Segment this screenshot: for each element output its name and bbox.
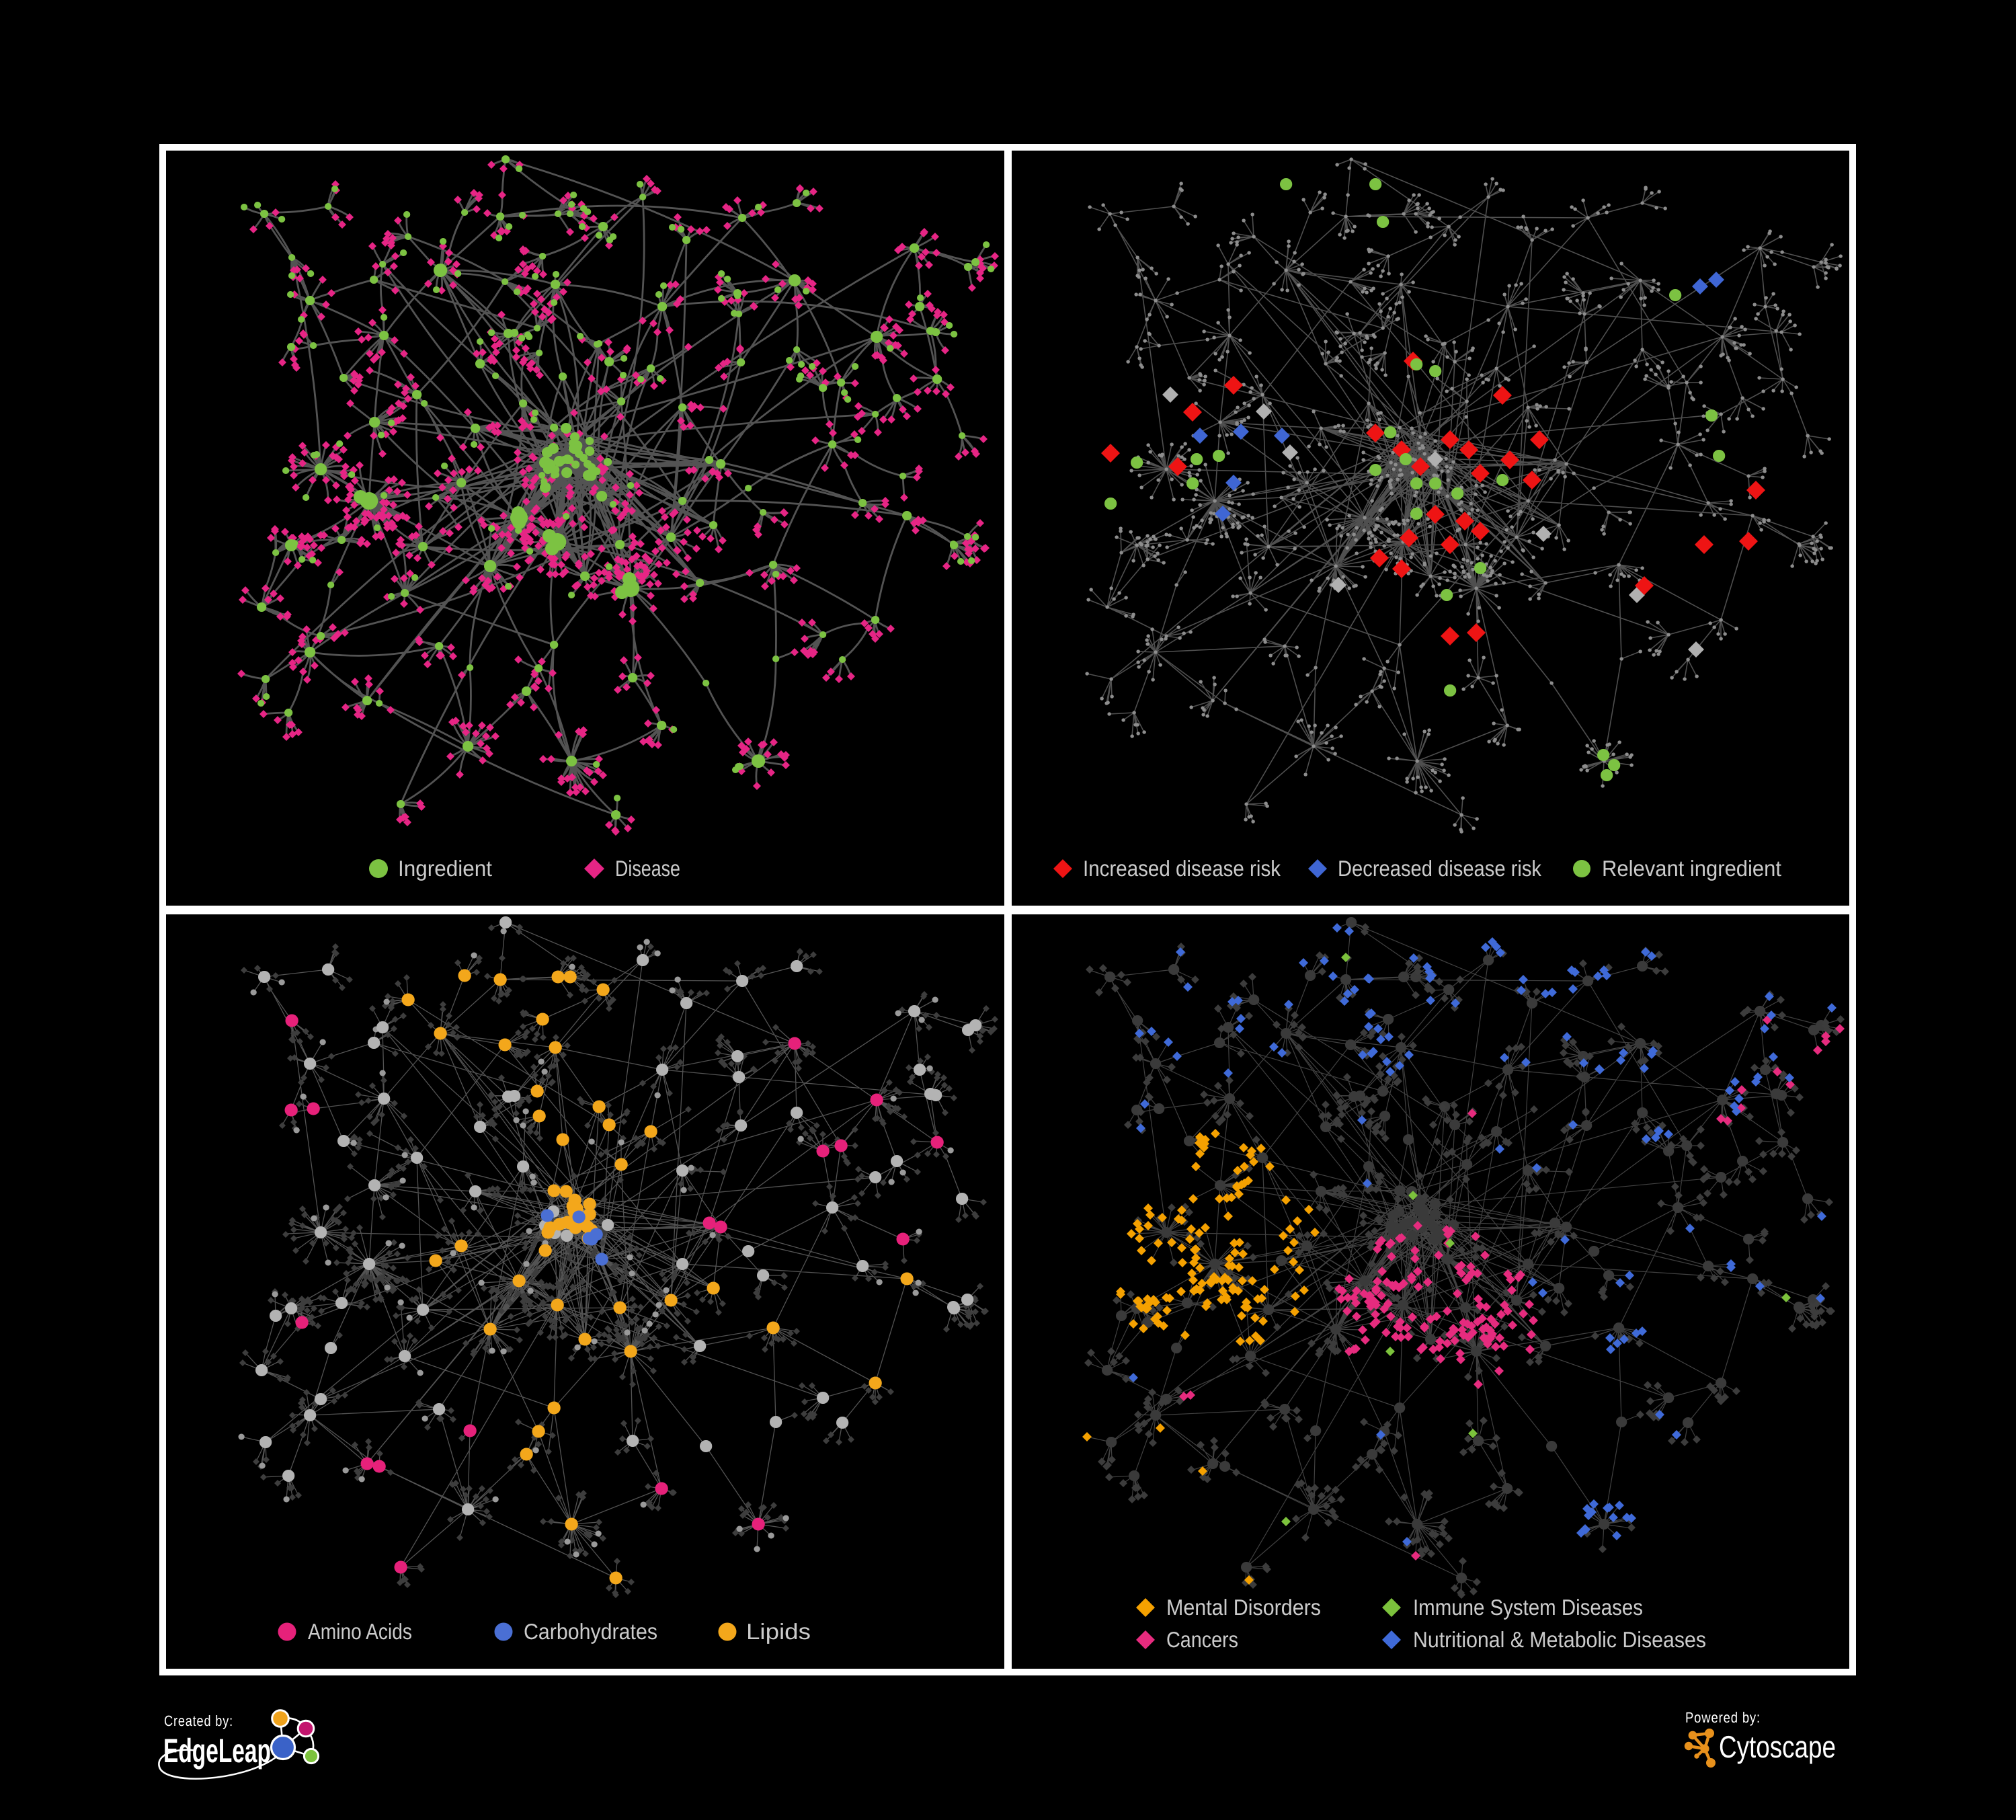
svg-text:Carbohydrates: Carbohydrates	[524, 1619, 657, 1644]
svg-text:Nutritional & Metabolic Diseas: Nutritional & Metabolic Diseases	[1413, 1627, 1706, 1652]
svg-text:Powered by:: Powered by:	[1685, 1709, 1761, 1726]
svg-text:Amino Acids: Amino Acids	[308, 1619, 412, 1644]
svg-text:Disease: Disease	[615, 856, 680, 881]
svg-text:Decreased disease risk: Decreased disease risk	[1338, 856, 1541, 881]
svg-text:Mental Disorders: Mental Disorders	[1166, 1595, 1321, 1620]
svg-text:Increased disease risk: Increased disease risk	[1083, 856, 1281, 881]
svg-text:Cytoscape: Cytoscape	[1719, 1729, 1836, 1764]
svg-text:Created by:: Created by:	[164, 1712, 233, 1729]
svg-text:Relevant ingredient: Relevant ingredient	[1602, 856, 1781, 881]
svg-text:Immune System Diseases: Immune System Diseases	[1413, 1595, 1643, 1620]
svg-text:Ingredient: Ingredient	[398, 856, 492, 881]
svg-text:Cancers: Cancers	[1166, 1627, 1238, 1652]
svg-text:Lipids: Lipids	[746, 1619, 811, 1644]
